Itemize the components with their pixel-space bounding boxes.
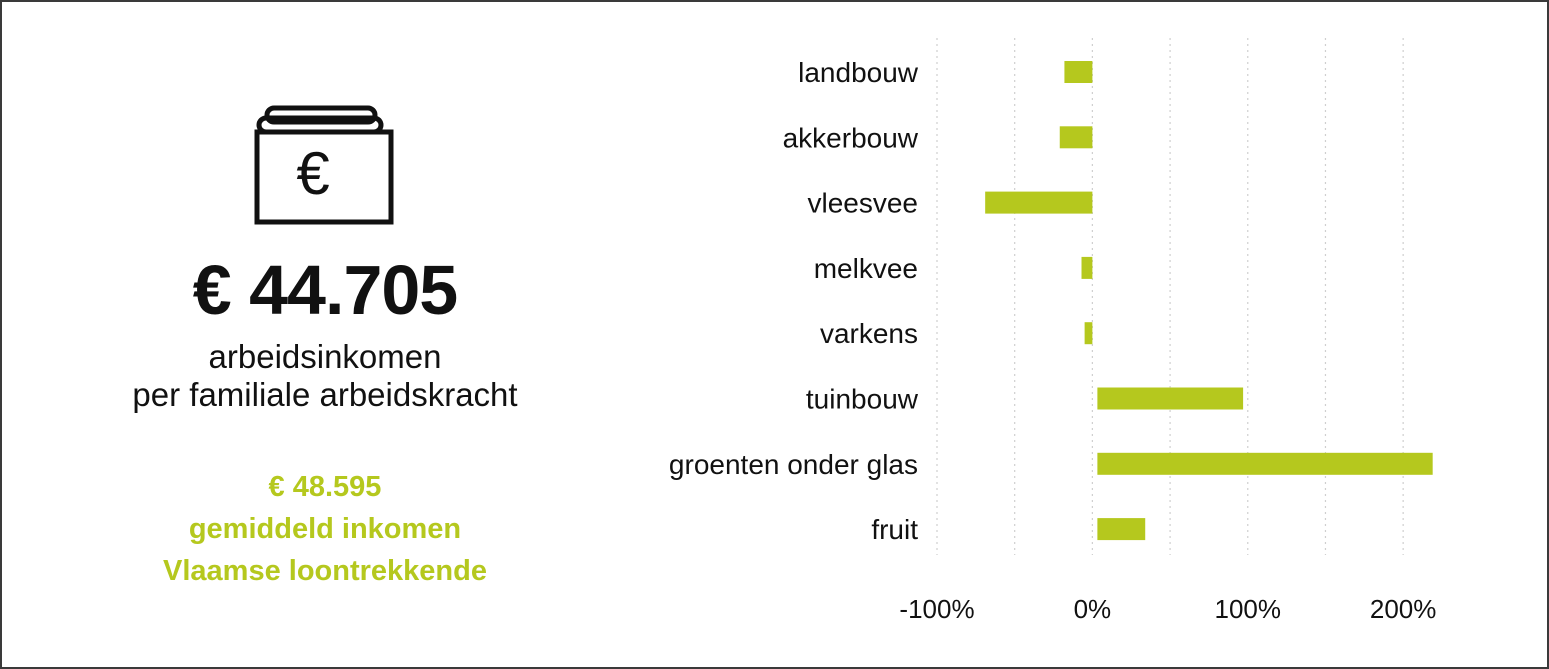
category-label: fruit — [871, 514, 918, 545]
bar-melkvee — [1081, 256, 1093, 279]
x-tick-label: 200% — [1370, 594, 1437, 624]
compare-line: € 48.595 — [268, 471, 382, 503]
labor-income-description: arbeidsinkomen per familiale arbeidskrac… — [60, 338, 590, 414]
bar-groenten-onder-glas — [1097, 452, 1433, 475]
x-axis-ticks: -100% 0% 100% 200% — [899, 594, 1436, 624]
bar-landbouw — [1064, 61, 1093, 83]
labor-income-amount: € 44.705 — [192, 251, 458, 329]
category-label: groenten onder glas — [669, 449, 918, 480]
euro-symbol: € — [296, 140, 329, 207]
category-label: melkvee — [814, 253, 918, 284]
category-label: varkens — [820, 318, 918, 349]
bar-tuinbouw — [1097, 387, 1244, 410]
bar-vleesvee — [985, 191, 1093, 214]
category-label: vleesvee — [807, 188, 918, 219]
sector-bar-chart: landbouw akkerbouw vleesvee melkvee varkens t… — [669, 38, 1436, 624]
wallet-euro-icon: € — [254, 105, 394, 225]
category-label: tuinbouw — [806, 384, 919, 415]
compare-line: gemiddeld inkomen — [188, 513, 462, 545]
x-tick-label: 0% — [1074, 594, 1112, 624]
category-label: landbouw — [798, 57, 919, 88]
category-labels: landbouw akkerbouw vleesvee melkvee varkens t… — [669, 57, 919, 545]
bar-fruit — [1097, 518, 1146, 541]
subtitle-line: arbeidsinkomen — [208, 338, 442, 375]
chart-grid — [936, 38, 1404, 555]
subtitle-line: per familiale arbeidskracht — [132, 376, 518, 413]
x-tick-label: 100% — [1215, 594, 1282, 624]
income-summary: € € 44.705 arbeidsinkomen per familiale … — [60, 100, 590, 592]
x-tick-label: -100% — [899, 594, 974, 624]
category-label: akkerbouw — [783, 122, 919, 153]
compare-line: Vlaamse loontrekkende — [163, 555, 487, 587]
average-wage-comparison: € 48.595 gemiddeld inkomen Vlaamse loont… — [60, 466, 590, 592]
bar-akkerbouw — [1059, 126, 1093, 149]
bar-varkens — [1084, 322, 1093, 345]
chart-bars — [985, 61, 1433, 541]
